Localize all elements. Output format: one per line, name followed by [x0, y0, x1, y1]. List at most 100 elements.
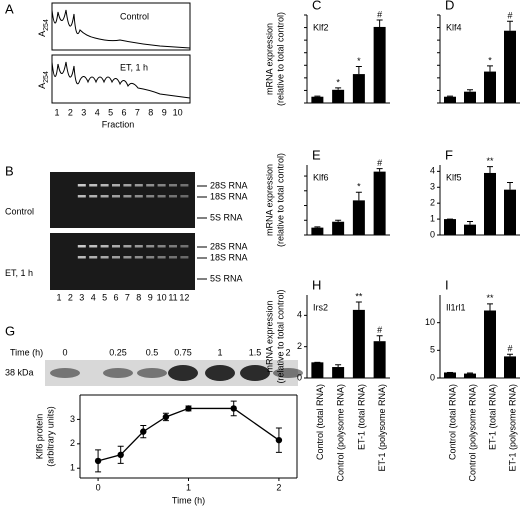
y-label: mRNA expression	[264, 164, 274, 236]
x-tick-label: Control (total RNA)	[447, 384, 457, 460]
profile-trace	[51, 61, 191, 99]
gel-band	[169, 245, 177, 248]
line	[97, 407, 280, 462]
x-label: Time (h)	[172, 495, 205, 505]
lane-label: 8	[136, 292, 141, 302]
x-tick-label: Control (total RNA)	[315, 384, 325, 460]
band-label: 18S RNA	[210, 191, 248, 201]
error-bar	[355, 191, 362, 201]
bar	[332, 221, 345, 235]
gel-band	[180, 184, 189, 187]
profile-box	[51, 54, 191, 104]
y-label: Klf6 protein	[34, 414, 44, 460]
gel-band	[146, 245, 155, 248]
error-bar	[467, 220, 473, 225]
y-tick-label: 2	[70, 438, 75, 448]
bar	[311, 362, 324, 378]
error-bar	[447, 95, 453, 97]
gel-band	[134, 195, 143, 198]
gel-band	[134, 245, 143, 248]
error-bar	[314, 226, 321, 228]
gel-band	[157, 184, 166, 187]
panel-letter: B	[5, 163, 14, 178]
significance: #	[377, 158, 382, 168]
bar	[352, 200, 365, 235]
row-label: ET, 1 h	[5, 268, 33, 278]
gel-band	[146, 256, 155, 259]
gel-band	[134, 184, 143, 187]
gel-band	[77, 256, 86, 259]
fraction-label: 6	[121, 107, 126, 117]
gel-band	[157, 195, 166, 198]
significance: #	[377, 325, 382, 335]
gel-band	[89, 245, 98, 248]
bar	[332, 367, 345, 378]
blot-band	[273, 368, 303, 378]
time-value: 0	[62, 347, 67, 357]
significance: #	[507, 11, 512, 21]
significance: *	[488, 55, 492, 65]
lane-label: 5	[102, 292, 107, 302]
gel-band	[123, 245, 132, 248]
error-bar	[355, 301, 362, 310]
time-value: 0.75	[174, 347, 192, 357]
panel-letter: A	[5, 1, 14, 16]
bar	[352, 309, 365, 378]
gel-band	[123, 256, 132, 259]
trace-label: ET, 1 h	[120, 62, 148, 72]
fraction-label: 9	[162, 107, 167, 117]
y-label: mRNA expression	[264, 23, 274, 95]
bar	[484, 172, 496, 235]
y-label: (relative to total control)	[275, 12, 285, 106]
lane-label: 4	[91, 292, 96, 302]
bar	[311, 227, 324, 235]
significance: **	[486, 156, 494, 166]
lane-label: 12	[179, 292, 189, 302]
gel-image	[50, 172, 195, 228]
y-tick-label: 1	[70, 463, 75, 473]
gel-band	[89, 195, 98, 198]
time-value: 1.5	[249, 347, 262, 357]
panel-letter: G	[5, 323, 15, 338]
point	[230, 405, 237, 412]
gel-band	[100, 245, 109, 248]
y-tick-label: 2	[430, 198, 435, 208]
y-tick-label: 0	[430, 372, 435, 382]
y-label: A254	[37, 19, 49, 37]
y-tick-label: 3	[70, 414, 75, 424]
gene-label: Irs2	[313, 302, 328, 312]
x-tick-label: 1	[186, 482, 191, 492]
error-bar	[314, 95, 321, 97]
lane-label: 6	[113, 292, 118, 302]
y-tick-label: 2	[297, 341, 302, 351]
size-marker: 38 kDa	[5, 367, 34, 377]
significance: *	[357, 182, 361, 192]
point	[94, 457, 102, 465]
y-tick-label: 4	[430, 166, 435, 176]
bar	[484, 71, 496, 103]
profile-trace	[51, 9, 191, 49]
bar	[332, 89, 345, 103]
fraction-label: 7	[135, 107, 140, 117]
panel-letter: F	[445, 147, 453, 162]
error-bar	[467, 89, 473, 92]
fraction-label: 3	[81, 107, 86, 117]
gel-band	[134, 256, 143, 259]
error-bar	[467, 372, 473, 374]
gel-band	[112, 256, 120, 259]
band-label: 18S RNA	[210, 252, 248, 262]
gel-band	[169, 256, 177, 259]
x-tick-label: 0	[96, 482, 101, 492]
gel-band	[77, 195, 86, 198]
point	[162, 413, 170, 421]
blot-band	[137, 368, 167, 378]
error-bar	[376, 168, 383, 172]
panel-letter: I	[445, 277, 449, 292]
significance: *	[336, 77, 340, 87]
band-label: 28S RNA	[210, 241, 248, 251]
gel-band	[112, 184, 120, 187]
lane-label: 11	[168, 292, 177, 302]
y-label: (relative to total control)	[275, 289, 285, 383]
bar	[504, 189, 516, 235]
